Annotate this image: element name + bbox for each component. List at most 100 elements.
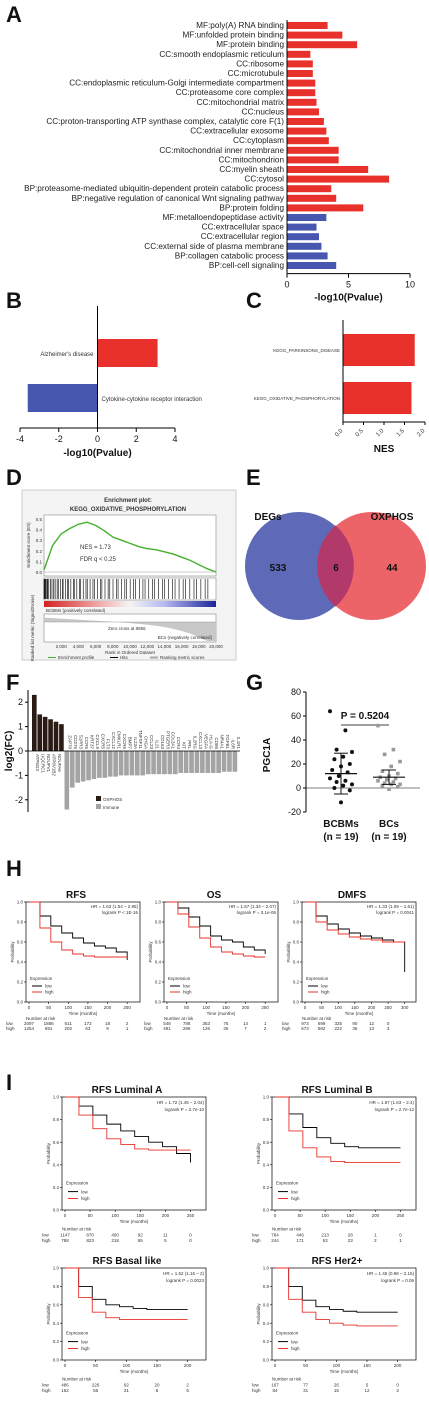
x-tick-label: 0 — [28, 1005, 31, 1010]
category-label: MF:metalloendopeptidase activity — [162, 213, 284, 222]
point-bcbm — [336, 774, 341, 778]
x-axis-title: Time (months) — [330, 1219, 359, 1224]
logrank-p-label: logrank P < 1E-16 — [102, 910, 139, 915]
positive-label: BCBMs (positively correlated) — [46, 608, 106, 613]
risk-value-low: 548 — [163, 1021, 171, 1026]
x-tick-label: 250 — [261, 1005, 269, 1010]
panel-d-chart: Enrichment plot: KEGG_OXIDATIVE_PHOSPHORY… — [21, 489, 237, 661]
x-tick-label: 0 — [64, 1213, 67, 1218]
legend-label-high: high — [291, 1346, 300, 1351]
y-tick-label: 1.0 — [53, 1095, 60, 1100]
km-title: OS — [207, 890, 222, 901]
x-tick-label: 100 — [65, 1005, 73, 1010]
km-curve-high — [65, 1267, 188, 1320]
y-tick-label: 1.0 — [263, 1266, 270, 1271]
y-tick-label: 0.0 — [263, 1208, 270, 1213]
category-label: CC:microtubule — [228, 69, 285, 78]
km-curve-low — [275, 1096, 401, 1149]
panel-label-e: E — [246, 465, 261, 490]
legend-label-high: high — [321, 990, 330, 995]
point-bc — [398, 759, 402, 764]
risk-value-low: 788 — [183, 1021, 191, 1026]
risk-value-low: 20 — [154, 1382, 160, 1387]
bar-immune — [69, 751, 75, 788]
bar — [287, 127, 327, 135]
y-axis-title: Probability — [256, 1142, 261, 1164]
bar-immune — [216, 751, 221, 773]
x-tick-label: 1.5 — [396, 428, 407, 439]
gene-label: KRT37 — [89, 735, 94, 749]
risk-value-low: 0 — [399, 1232, 402, 1237]
risk-value-low: 0 — [396, 1382, 399, 1387]
gene-label: KIT — [182, 742, 187, 749]
bar-immune — [75, 751, 80, 783]
gene-label: COL3A1 — [171, 732, 176, 750]
legend-label-low: low — [291, 1339, 299, 1344]
risk-value-low: 90 — [352, 1021, 358, 1026]
point-bcbm — [334, 780, 339, 784]
risk-row-label-low: low — [42, 1232, 50, 1237]
gene-label: CXCL12 — [111, 732, 116, 750]
panel-label-g: G — [246, 670, 264, 695]
category-label: MF:protein binding — [216, 40, 284, 49]
zero-cross-label: Zero cross at 8856 — [108, 626, 146, 631]
risk-value-high: 21 — [124, 1388, 130, 1393]
risk-value-high: 84 — [272, 1388, 278, 1393]
bar — [287, 252, 328, 260]
bar — [287, 194, 337, 202]
y-tick-label: 0.8 — [263, 1117, 270, 1122]
km-curve-high — [275, 1096, 401, 1163]
risk-table-title: Number at risk — [272, 1227, 302, 1232]
bar-immune — [107, 751, 113, 777]
km-frame — [61, 1096, 207, 1211]
point-bcbm — [328, 776, 332, 781]
x-tick-label: 0 — [64, 1363, 67, 1368]
y-tick-label: 0.4 — [36, 528, 43, 533]
point-bc — [391, 747, 396, 752]
category-label: KEGG_PARKINSONS_DISEASE — [273, 348, 340, 353]
chart-subtitle: KEGG_OXIDATIVE_PHOSPHORYLATION — [70, 507, 186, 513]
bar — [287, 175, 390, 183]
hazard-ratio-label: HR = 1.33 (1.09 – 1.61) — [367, 904, 415, 909]
x-tick-label: 10 — [405, 280, 415, 290]
y-tick-label: 1.0 — [293, 900, 300, 905]
gene-label: CCR5 — [84, 737, 89, 750]
risk-table-title: Number at risk — [26, 1016, 56, 1021]
x-tick-label: 6,000 — [90, 644, 102, 649]
bar — [287, 60, 313, 68]
legend-label-high: high — [183, 990, 192, 995]
risk-value-high: 2 — [374, 1238, 377, 1243]
x-tick-label: 200 — [184, 1363, 192, 1368]
gene-label: CXCR6 — [122, 734, 127, 750]
risk-value-high: 9 — [106, 1026, 109, 1031]
point-bc — [387, 787, 391, 791]
x-tick-label: 0 — [274, 1213, 277, 1218]
bar-immune — [80, 751, 86, 782]
risk-value-low: 14 — [243, 1021, 249, 1026]
risk-value-low: 2 — [126, 1021, 129, 1026]
legend-label-high: high — [81, 1346, 90, 1351]
x-tick-label: 50 — [93, 1363, 99, 1368]
x-tick-label: 2 — [134, 434, 139, 444]
venn-count-degs: 533 — [270, 563, 287, 574]
x-tick-label: 100 — [123, 1363, 131, 1368]
y-tick-label: 0.0 — [293, 1000, 300, 1005]
bar — [287, 41, 358, 49]
y-tick-label: 1.0 — [155, 900, 162, 905]
panel-label-c: C — [246, 288, 262, 313]
category-label: CC:extracellular space — [202, 223, 285, 232]
risk-row-label-high: high — [282, 1026, 291, 1031]
es-plot-area — [43, 514, 217, 577]
x-tick-label: 200 — [394, 1363, 402, 1368]
fdr-label: FDR q < 0.25 — [80, 557, 117, 563]
x-tick-label: 18,000 — [192, 644, 206, 649]
risk-value-low: 167 — [271, 1382, 279, 1387]
risk-value-high: 222 — [334, 1026, 342, 1031]
y-tick-label: 20 — [291, 759, 301, 769]
gene-label: CXCL13 — [198, 732, 203, 750]
risk-value-low: 0 — [387, 1021, 390, 1026]
point-bcbm — [334, 747, 339, 752]
km-frame — [163, 901, 279, 1003]
bar — [287, 146, 339, 154]
bar — [287, 22, 328, 29]
